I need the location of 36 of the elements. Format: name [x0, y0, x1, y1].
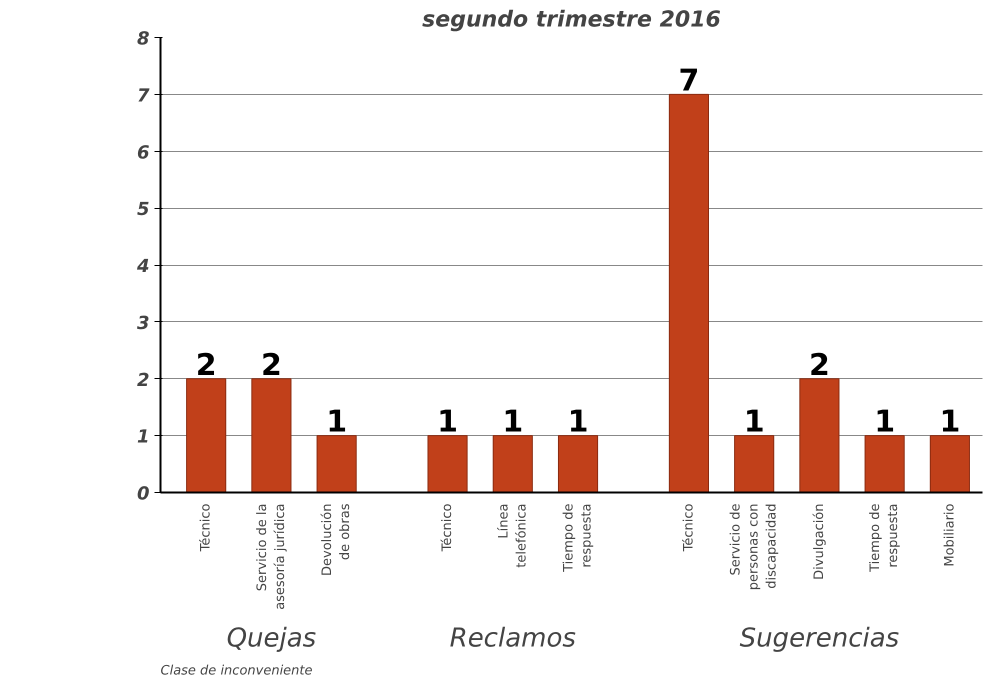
- data-label: 2: [196, 348, 217, 383]
- data-label: 1: [939, 404, 960, 440]
- data-label: 1: [502, 404, 524, 440]
- x-tick-label: Mobiliario: [942, 503, 958, 567]
- text: Quejas: [226, 624, 316, 654]
- y-tick-label: 0: [136, 484, 150, 504]
- y-tick-label: 2: [136, 370, 150, 391]
- data-label: 1: [326, 404, 348, 440]
- x-tick-label: Tiempo de respuesta: [868, 503, 902, 573]
- x-tick-label: Divulgación: [812, 503, 827, 580]
- y-tick-label: 7: [136, 85, 150, 106]
- data-label: 2: [260, 348, 282, 383]
- data-label: 1: [568, 404, 588, 440]
- y-tick-label: 1: [136, 426, 150, 448]
- x-axis-title: Clase de inconveniente: [160, 664, 313, 678]
- x-tick-label: Técnico: [440, 503, 456, 552]
- y-tick-label: 4: [136, 256, 150, 277]
- data-label: 1: [744, 404, 765, 440]
- y-tick-label: 5: [136, 199, 150, 220]
- y-tick-label: 6: [136, 142, 150, 164]
- x-tick-label: Línea telefónica: [496, 503, 530, 568]
- x-tick-label: Técnico: [198, 503, 214, 552]
- text: Reclamos: [450, 624, 576, 654]
- data-label: 7: [678, 63, 700, 98]
- y-tick-label: 8: [136, 28, 150, 50]
- data-label: 2: [808, 348, 830, 383]
- data-label: 1: [874, 404, 896, 440]
- x-tick-label: Técnico: [681, 503, 696, 552]
- chart-title: segundo trimestre 2016: [422, 8, 721, 32]
- y-tick-label: 3: [136, 312, 150, 334]
- x-tick-label: Tiempo de respuesta: [562, 503, 595, 573]
- x-tick-label: Servicio de la asesoría jurídica: [254, 503, 288, 610]
- data-label: 1: [437, 404, 458, 440]
- text: Sugerencias: [740, 624, 900, 654]
- x-tick-label: Devolución de obras: [320, 503, 354, 576]
- x-tick-label: Servicio de personas con discapacidad: [728, 503, 780, 590]
